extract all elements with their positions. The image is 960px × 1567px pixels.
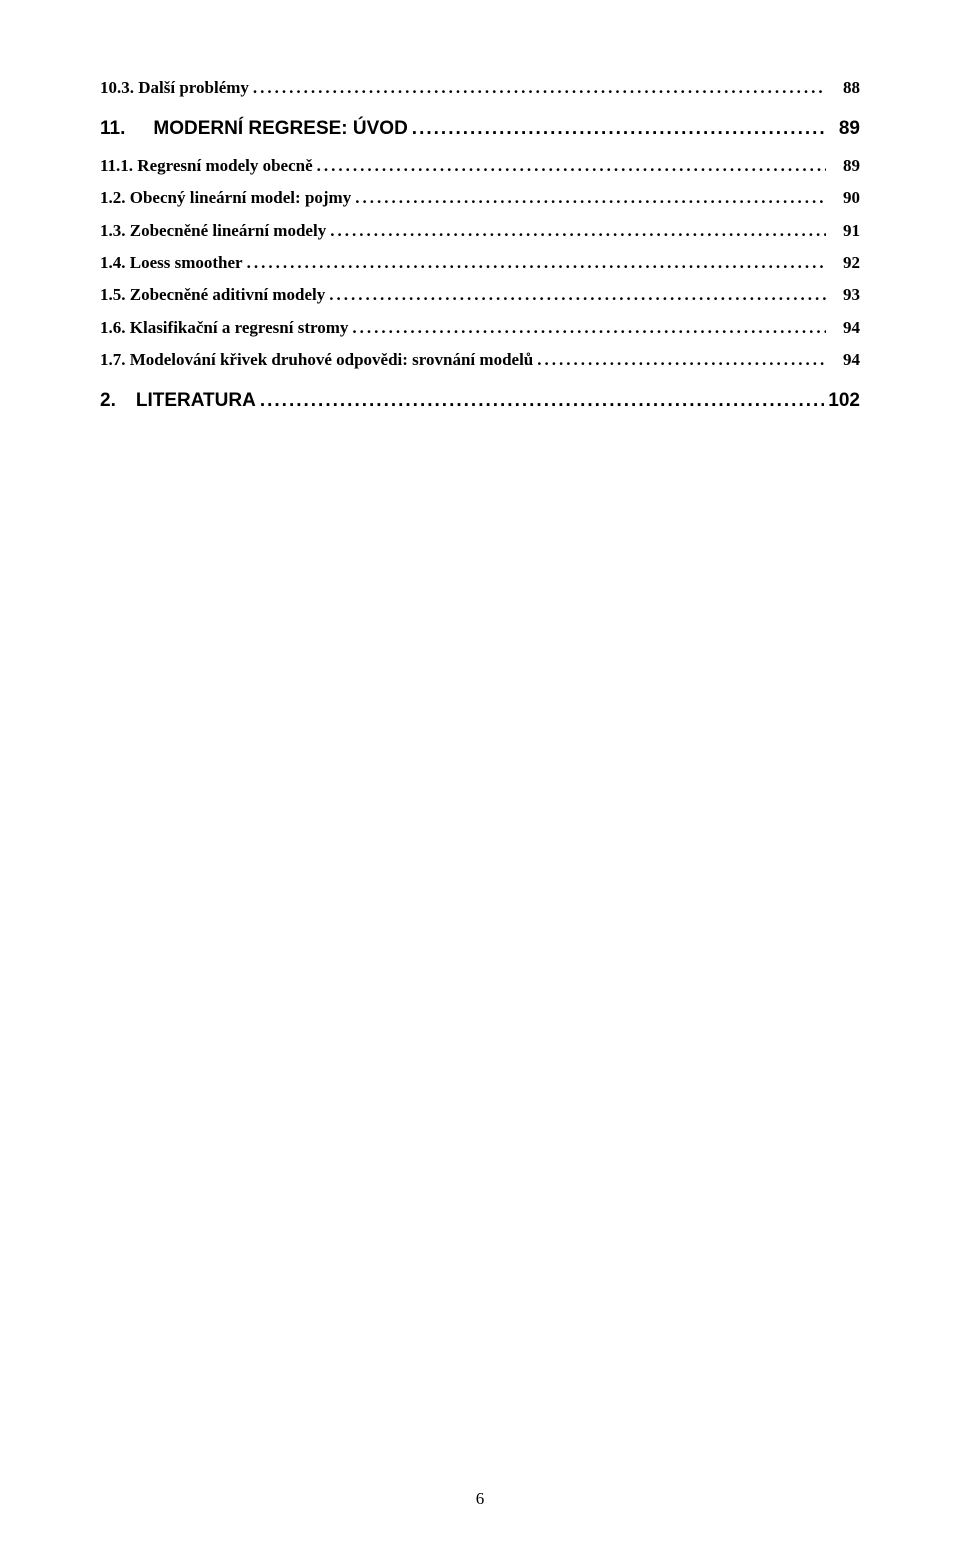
toc-page: 92 (830, 247, 860, 279)
toc-entry: 10.3. Další problémy 88 (100, 72, 860, 104)
toc-label: 10.3. Další problémy (100, 72, 249, 104)
toc-chapter: 11. MODERNÍ REGRESE: ÚVOD 89 (100, 108, 860, 150)
toc-label: 1.7. Modelování křivek druhové odpovědi:… (100, 344, 533, 376)
table-of-contents: 10.3. Další problémy 88 11. MODERNÍ REGR… (100, 72, 860, 422)
toc-page: 102 (828, 380, 860, 422)
toc-leader (537, 344, 826, 376)
page-footer: 6 (0, 1489, 960, 1509)
toc-leader (253, 72, 826, 104)
toc-chapter-title: LITERATURA (136, 380, 256, 422)
toc-leader (329, 279, 826, 311)
toc-leader (247, 247, 826, 279)
toc-leader (352, 312, 826, 344)
toc-entry: 1.4. Loess smoother 92 (100, 247, 860, 279)
toc-leader (355, 182, 826, 214)
toc-label: 1.2. Obecný lineární model: pojmy (100, 182, 351, 214)
toc-entry: 1.7. Modelování křivek druhové odpovědi:… (100, 344, 860, 376)
toc-label: 1.5. Zobecněné aditivní modely (100, 279, 325, 311)
toc-label: 1.3. Zobecněné lineární modely (100, 215, 326, 247)
toc-page: 90 (830, 182, 860, 214)
toc-leader (260, 380, 824, 422)
toc-leader (330, 215, 826, 247)
toc-page: 88 (830, 72, 860, 104)
toc-page: 89 (830, 108, 860, 150)
toc-page: 94 (830, 344, 860, 376)
toc-chapter: 2. LITERATURA 102 (100, 380, 860, 422)
toc-entry: 1.3. Zobecněné lineární modely 91 (100, 215, 860, 247)
toc-leader (412, 108, 826, 150)
toc-label: 11.1. Regresní modely obecně (100, 150, 313, 182)
toc-chapter-title: MODERNÍ REGRESE: ÚVOD (153, 108, 407, 150)
toc-chapter-num: 2. (100, 380, 116, 422)
toc-page: 89 (830, 150, 860, 182)
toc-page: 93 (830, 279, 860, 311)
toc-entry: 11.1. Regresní modely obecně 89 (100, 150, 860, 182)
toc-label: 1.6. Klasifikační a regresní stromy (100, 312, 348, 344)
toc-entry: 1.2. Obecný lineární model: pojmy 90 (100, 182, 860, 214)
page-number: 6 (476, 1489, 485, 1508)
toc-chapter-num: 11. (100, 108, 125, 150)
toc-entry: 1.6. Klasifikační a regresní stromy 94 (100, 312, 860, 344)
toc-page: 94 (830, 312, 860, 344)
toc-entry: 1.5. Zobecněné aditivní modely 93 (100, 279, 860, 311)
toc-page: 91 (830, 215, 860, 247)
toc-leader (317, 150, 826, 182)
toc-label: 1.4. Loess smoother (100, 247, 243, 279)
